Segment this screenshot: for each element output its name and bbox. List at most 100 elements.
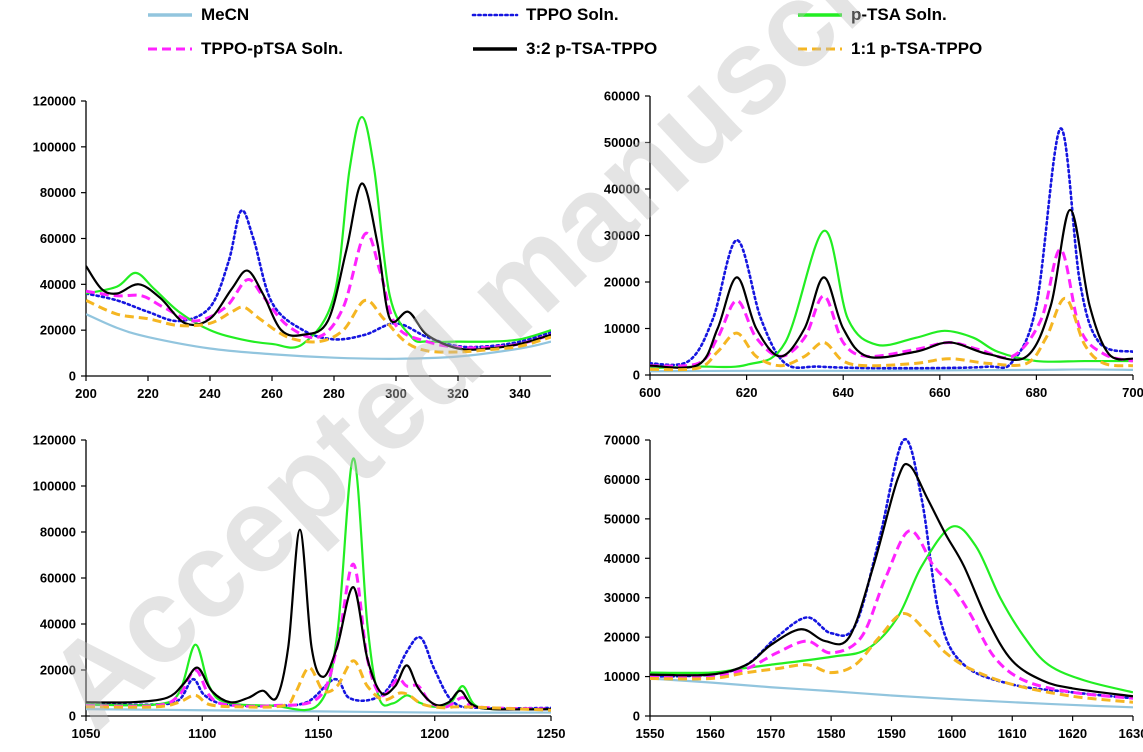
y-tick-label: 20000 [604,275,640,290]
chart-panel-3: 0 20000 40000 60000 80000 100000 120000 1050 110… [0,425,566,747]
series-line-p-tsa-soln [650,229,1133,370]
y-tick-label: 50000 [604,511,640,526]
series-line-1-1-p-tsa-tppo [650,611,1133,704]
y-tick-label: 40000 [604,182,640,197]
legend-item-3-2-p-tsa-tppo: 3:2 p-TSA-TPPO [470,38,657,60]
x-tick-label: 260 [261,386,283,401]
legend-swatch [148,47,192,51]
legend-item-tppo-soln: TPPO Soln. [470,4,619,26]
y-tick-label: 20000 [40,323,76,338]
x-tick-label: 200 [75,386,97,401]
series-line-mecn [650,368,1133,373]
series-group [86,457,551,714]
legend-item-mecn: MeCN [145,4,249,26]
y-tick-label: 0 [69,369,76,384]
y-tick-label: 0 [69,709,76,724]
legend-label: 1:1 p-TSA-TPPO [851,39,983,58]
chart-panel-1: 0 20000 40000 60000 80000 100000 120000 200 220 2… [0,80,560,410]
y-tick-label: 0 [633,709,640,724]
x-tick-label: 1050 [72,726,101,741]
series-line-3-2-p-tsa-tppo [650,462,1133,698]
series-line-tppo-ptsa-soln [86,562,551,711]
y-tick-label: 50000 [604,135,640,150]
y-tick-label: 60000 [604,472,640,487]
series-line-1-1-p-tsa-tppo [650,296,1133,372]
series-line-p-tsa-soln [650,525,1133,694]
x-tick-label: 1600 [937,726,966,741]
y-tick-label: 40000 [604,551,640,566]
x-tick-label: 1150 [304,726,332,741]
series-line-mecn [86,313,551,360]
chart-svg: 0 10000 20000 30000 40000 50000 60000 600 620 640… [604,89,1143,401]
legend-label: p-TSA Soln. [851,5,947,24]
x-tick-label: 1250 [537,726,566,741]
x-tick-label: 660 [929,385,951,400]
x-tick-label: 700 [1122,385,1143,400]
x-tick-label: 1200 [420,726,449,741]
legend-item-p-tsa-soln: p-TSA Soln. [795,4,947,26]
chart-svg: 0 20000 40000 60000 80000 100000 120000 1050 110… [33,433,566,742]
x-tick-label: 1610 [998,726,1027,741]
y-tick-label: 80000 [40,525,76,540]
legend-label: TPPO-pTSA Soln. [201,39,343,58]
legend-swatch [148,13,192,17]
y-tick-label: 40000 [40,277,76,292]
y-tick-label: 40000 [40,617,76,632]
chart-svg: 0 20000 40000 60000 80000 100000 120000 200 220 2… [33,94,551,401]
series-line-tppo-ptsa-soln [650,529,1133,700]
legend-swatch [798,47,842,51]
legend-item-tppo-ptsa-soln: TPPO-pTSA Soln. [145,38,343,60]
series-group [650,438,1133,709]
series-line-p-tsa-soln [86,115,551,349]
y-tick-label: 30000 [604,590,640,605]
y-tick-label: 80000 [40,185,76,200]
y-tick-label: 100000 [33,479,76,494]
y-tick-label: 120000 [33,433,76,448]
series-line-mecn [650,677,1133,709]
x-tick-label: 1590 [877,726,906,741]
y-tick-label: 60000 [40,571,76,586]
legend-label: 3:2 p-TSA-TPPO [526,39,658,58]
y-tick-label: 0 [633,368,640,383]
y-tick-label: 10000 [604,669,640,684]
legend-swatch [473,47,517,51]
x-tick-label: 620 [736,385,758,400]
series-line-tppo-soln [650,127,1133,370]
x-tick-label: 300 [385,386,407,401]
legend-label: MeCN [201,5,250,24]
legend-item-1-1-p-tsa-tppo: 1:1 p-TSA-TPPO [795,38,982,60]
legend-swatch [471,13,519,17]
y-tick-label: 60000 [604,89,640,104]
x-tick-label: 280 [323,386,345,401]
y-tick-label: 20000 [40,663,76,678]
chart-panel-2: 0 10000 20000 30000 40000 50000 60000 600 620 640… [580,80,1143,410]
y-tick-label: 70000 [604,433,640,448]
x-tick-label: 1580 [817,726,846,741]
series-group [86,115,551,360]
x-tick-label: 1100 [188,726,216,741]
y-tick-label: 20000 [604,630,640,645]
x-tick-label: 1570 [756,726,785,741]
series-line-3-2-p-tsa-tppo [650,208,1133,369]
x-tick-label: 1630 [1119,726,1143,741]
x-tick-label: 340 [509,386,531,401]
series-line-1-1-p-tsa-tppo [86,298,551,354]
legend-label: TPPO Soln. [526,5,619,24]
x-tick-label: 680 [1026,385,1048,400]
y-tick-label: 10000 [604,321,640,336]
chart-legend: MeCN TPPO Soln. p-TSA Soln. TPPO-pTSA Soln.… [0,0,1143,80]
chart-panel-4: 0 10000 20000 30000 40000 50000 60000 70000 1550… [580,425,1143,747]
x-tick-label: 1560 [696,726,725,741]
series-line-3-2-p-tsa-tppo [86,528,551,711]
chart-svg: 0 10000 20000 30000 40000 50000 60000 70000 1550… [604,433,1143,742]
legend-swatch [798,13,842,17]
x-tick-label: 240 [199,386,221,401]
y-tick-label: 60000 [40,231,76,246]
x-tick-label: 220 [137,386,159,401]
y-tick-label: 100000 [33,139,76,154]
x-tick-label: 1550 [636,726,665,741]
series-line-tppo-soln [86,209,551,349]
series-line-3-2-p-tsa-tppo [86,182,551,351]
series-line-1-1-p-tsa-tppo [86,659,551,712]
x-tick-label: 320 [447,386,469,401]
